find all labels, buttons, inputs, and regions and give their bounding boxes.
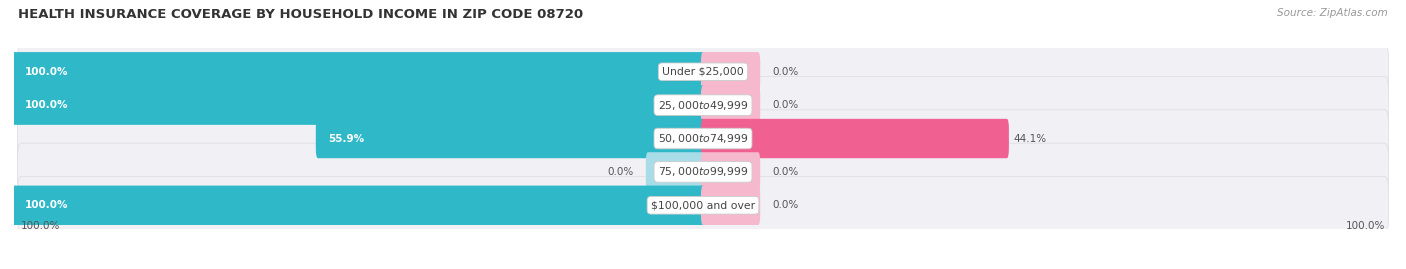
FancyBboxPatch shape <box>645 152 704 192</box>
Text: $100,000 and over: $100,000 and over <box>651 200 755 210</box>
Text: 100.0%: 100.0% <box>21 221 60 231</box>
FancyBboxPatch shape <box>17 76 1389 134</box>
Text: 44.1%: 44.1% <box>1014 133 1047 144</box>
FancyBboxPatch shape <box>702 186 761 225</box>
Text: 100.0%: 100.0% <box>24 67 67 77</box>
FancyBboxPatch shape <box>13 186 704 225</box>
Text: 0.0%: 0.0% <box>772 167 799 177</box>
FancyBboxPatch shape <box>17 110 1389 167</box>
Text: 100.0%: 100.0% <box>24 100 67 110</box>
Text: 100.0%: 100.0% <box>1346 221 1385 231</box>
Text: 0.0%: 0.0% <box>607 167 634 177</box>
Text: $25,000 to $49,999: $25,000 to $49,999 <box>658 99 748 112</box>
Text: 100.0%: 100.0% <box>24 200 67 210</box>
FancyBboxPatch shape <box>13 52 704 91</box>
FancyBboxPatch shape <box>17 43 1389 101</box>
FancyBboxPatch shape <box>316 119 704 158</box>
Text: $75,000 to $99,999: $75,000 to $99,999 <box>658 165 748 178</box>
FancyBboxPatch shape <box>702 152 761 192</box>
Text: 55.9%: 55.9% <box>328 133 364 144</box>
FancyBboxPatch shape <box>702 86 761 125</box>
Text: 0.0%: 0.0% <box>772 100 799 110</box>
FancyBboxPatch shape <box>13 86 704 125</box>
Text: Source: ZipAtlas.com: Source: ZipAtlas.com <box>1277 8 1388 18</box>
FancyBboxPatch shape <box>702 119 1010 158</box>
Text: 0.0%: 0.0% <box>772 67 799 77</box>
FancyBboxPatch shape <box>17 143 1389 201</box>
FancyBboxPatch shape <box>17 176 1389 234</box>
Text: HEALTH INSURANCE COVERAGE BY HOUSEHOLD INCOME IN ZIP CODE 08720: HEALTH INSURANCE COVERAGE BY HOUSEHOLD I… <box>18 8 583 21</box>
FancyBboxPatch shape <box>702 52 761 91</box>
Text: $50,000 to $74,999: $50,000 to $74,999 <box>658 132 748 145</box>
Text: Under $25,000: Under $25,000 <box>662 67 744 77</box>
Text: 0.0%: 0.0% <box>772 200 799 210</box>
